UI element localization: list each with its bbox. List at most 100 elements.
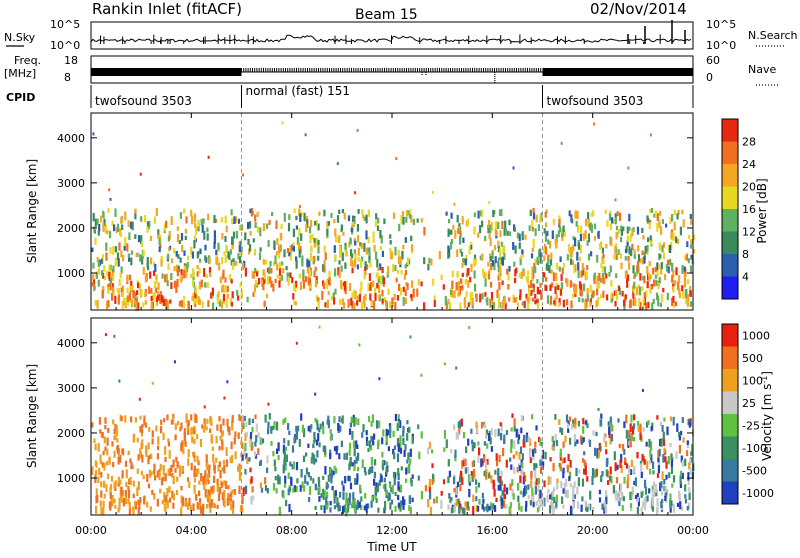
echo-cell (338, 453, 341, 460)
echo-cell (627, 430, 630, 436)
echo-cell (180, 422, 183, 429)
echo-cell (681, 265, 684, 274)
echo-cell (246, 456, 249, 464)
echo-cell (190, 462, 193, 471)
echo-cell (374, 459, 377, 466)
echo-cell (229, 249, 232, 255)
echo-cell (532, 212, 536, 220)
echo-cell (687, 258, 690, 264)
echo-cell (374, 287, 377, 294)
echo-cell (127, 450, 130, 456)
echo-cell (429, 506, 433, 516)
echo-cell (190, 414, 193, 421)
echo-cell (348, 442, 352, 450)
echo-cell (194, 226, 198, 235)
echo-cell (534, 228, 537, 237)
echo-cell (206, 494, 209, 499)
echo-cell (686, 440, 689, 445)
echo-cell (394, 413, 397, 422)
echo-cell (247, 222, 250, 230)
echo-cell (309, 253, 312, 262)
echo-outlier (336, 162, 339, 166)
echo-cell (509, 457, 512, 462)
echo-cell (97, 260, 100, 267)
echo-cell (386, 271, 389, 278)
echo-cell (489, 224, 492, 234)
echo-cell (249, 244, 252, 252)
freq-left-tick-top: 18 (64, 54, 78, 67)
echo-cell (173, 247, 176, 254)
echo-cell (440, 274, 443, 281)
echo-cell (498, 281, 501, 291)
echo-cell (126, 295, 130, 302)
echo-cell (174, 434, 177, 441)
echo-cell (195, 493, 198, 501)
echo-cell (445, 301, 448, 310)
echo-cell (479, 293, 482, 303)
echo-cell (692, 248, 695, 254)
echo-cell (170, 282, 173, 290)
echo-cell (157, 282, 160, 290)
echo-cell (538, 505, 541, 512)
echo-cell (324, 466, 327, 475)
echo-cell (469, 475, 472, 482)
echo-cell (334, 288, 337, 295)
echo-cell (348, 449, 351, 456)
echo-cell (249, 467, 252, 473)
echo-cell (659, 254, 662, 259)
echo-cell (402, 297, 405, 306)
echo-cell (679, 501, 682, 510)
echo-cell (306, 258, 309, 268)
echo-cell (397, 481, 400, 491)
echo-cell (573, 434, 576, 442)
echo-cell (678, 292, 682, 298)
echo-cell (403, 273, 406, 280)
echo-cell (396, 423, 399, 432)
echo-cell (556, 262, 559, 270)
echo-cell (605, 243, 608, 249)
echo-cell (231, 236, 234, 245)
echo-cell (281, 261, 284, 266)
echo-cell (648, 273, 651, 282)
echo-cell (531, 273, 534, 281)
echo-cell (223, 499, 226, 508)
echo-cell (362, 214, 365, 219)
echo-cell (610, 424, 613, 432)
echo-cell (139, 235, 143, 243)
echo-cell (154, 475, 157, 481)
echo-cell (296, 478, 299, 484)
echo-cell (508, 297, 511, 302)
echo-cell (109, 247, 112, 254)
echo-cell (120, 287, 123, 293)
echo-cell (180, 233, 184, 241)
echo-cell (555, 241, 558, 249)
echo-cell (333, 297, 336, 305)
echo-cell (585, 218, 588, 227)
echo-cell (161, 273, 164, 279)
echo-cell (609, 436, 612, 445)
echo-cell (684, 298, 688, 305)
echo-cell (197, 226, 200, 231)
echo-cell (209, 505, 212, 513)
echo-cell (590, 222, 593, 231)
echo-cell (379, 275, 383, 285)
echo-cell (387, 446, 390, 452)
echo-cell (213, 475, 216, 484)
echo-cell (318, 486, 321, 493)
echo-cell (254, 414, 257, 420)
echo-cell (686, 505, 689, 511)
echo-cell (117, 292, 121, 300)
echo-cell (639, 423, 642, 433)
echo-cell (273, 459, 276, 467)
echo-cell (196, 264, 199, 269)
echo-cell (122, 255, 125, 262)
echo-cell (681, 417, 684, 423)
echo-cell (163, 418, 166, 423)
echo-cell (525, 500, 528, 507)
echo-cell (571, 218, 574, 224)
echo-cell (399, 435, 402, 442)
echo-cell (213, 235, 217, 241)
echo-cell (634, 272, 637, 278)
echo-cell (103, 265, 106, 272)
echo-cell (103, 462, 106, 471)
